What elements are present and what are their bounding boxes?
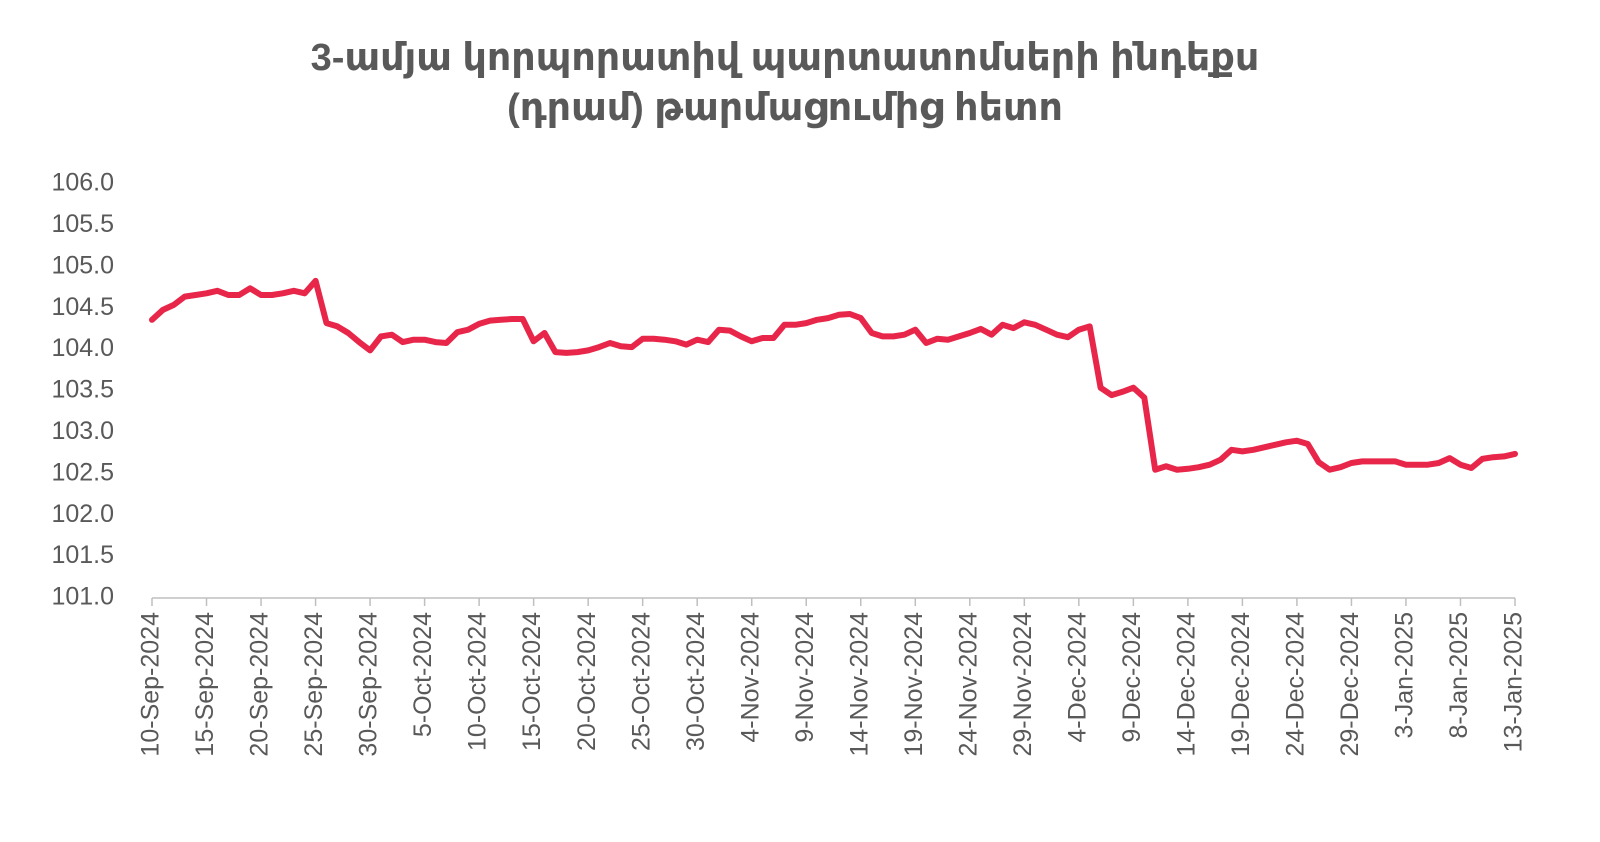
y-tick-label: 104.0 (51, 334, 114, 362)
y-tick-label: 102.0 (51, 500, 114, 528)
line (149, 277, 1518, 473)
x-tick-label: 15-Sep-2024 (191, 612, 219, 757)
chart-title: (դրամ) թարմացումից հետո (507, 87, 1063, 129)
x-tick-label: 25-Oct-2024 (627, 612, 655, 751)
x-tick-label: 5-Oct-2024 (409, 612, 437, 737)
chart-title: 3-ամյա կորպորատիվ պարտատոմսերի ինդեքս (311, 37, 1260, 79)
y-tick-label: 101.0 (51, 583, 114, 611)
x-tick-label: 9-Dec-2024 (1118, 612, 1146, 743)
y-tick-label: 101.5 (51, 541, 114, 569)
x-tick-label: 14-Dec-2024 (1172, 612, 1200, 757)
x-tick-label: 20-Oct-2024 (573, 612, 601, 751)
x-tick-label: 24-Dec-2024 (1282, 612, 1310, 757)
x-tick-label: 8-Jan-2025 (1445, 612, 1473, 738)
x-tick-label: 4-Nov-2024 (736, 612, 764, 743)
y-tick-label: 105.5 (51, 210, 114, 238)
x-tick-label: 10-Oct-2024 (464, 612, 492, 751)
y-tick-label: 103.5 (51, 376, 114, 404)
x-tick-label: 24-Nov-2024 (954, 612, 982, 757)
y-tick-label: 102.5 (51, 458, 114, 486)
x-tick-label: 14-Nov-2024 (845, 612, 873, 757)
x-tick-label: 29-Nov-2024 (1009, 612, 1037, 757)
x-tick-label: 30-Oct-2024 (682, 612, 710, 751)
x-tick-label: 25-Sep-2024 (300, 612, 328, 757)
x-tick-label: 9-Nov-2024 (791, 612, 819, 743)
x-tick-label: 20-Sep-2024 (246, 612, 274, 757)
y-tick-label: 105.0 (51, 251, 114, 279)
x-tick-label: 15-Oct-2024 (518, 612, 546, 751)
x-tick-label: 10-Sep-2024 (137, 612, 165, 757)
x-tick-label: 3-Jan-2025 (1391, 612, 1419, 738)
y-tick-label: 103.0 (51, 417, 114, 445)
x-tick-label: 29-Dec-2024 (1336, 612, 1364, 757)
x-tick-label: 13-Jan-2025 (1500, 612, 1528, 752)
y-tick-label: 104.5 (51, 293, 114, 321)
x-tick-label: 19-Dec-2024 (1227, 612, 1255, 757)
x-tick-label: 30-Sep-2024 (355, 612, 383, 757)
x-tick-label: 19-Nov-2024 (900, 612, 928, 757)
y-tick-label: 106.0 (51, 169, 114, 197)
x-tick-label: 4-Dec-2024 (1063, 612, 1091, 743)
